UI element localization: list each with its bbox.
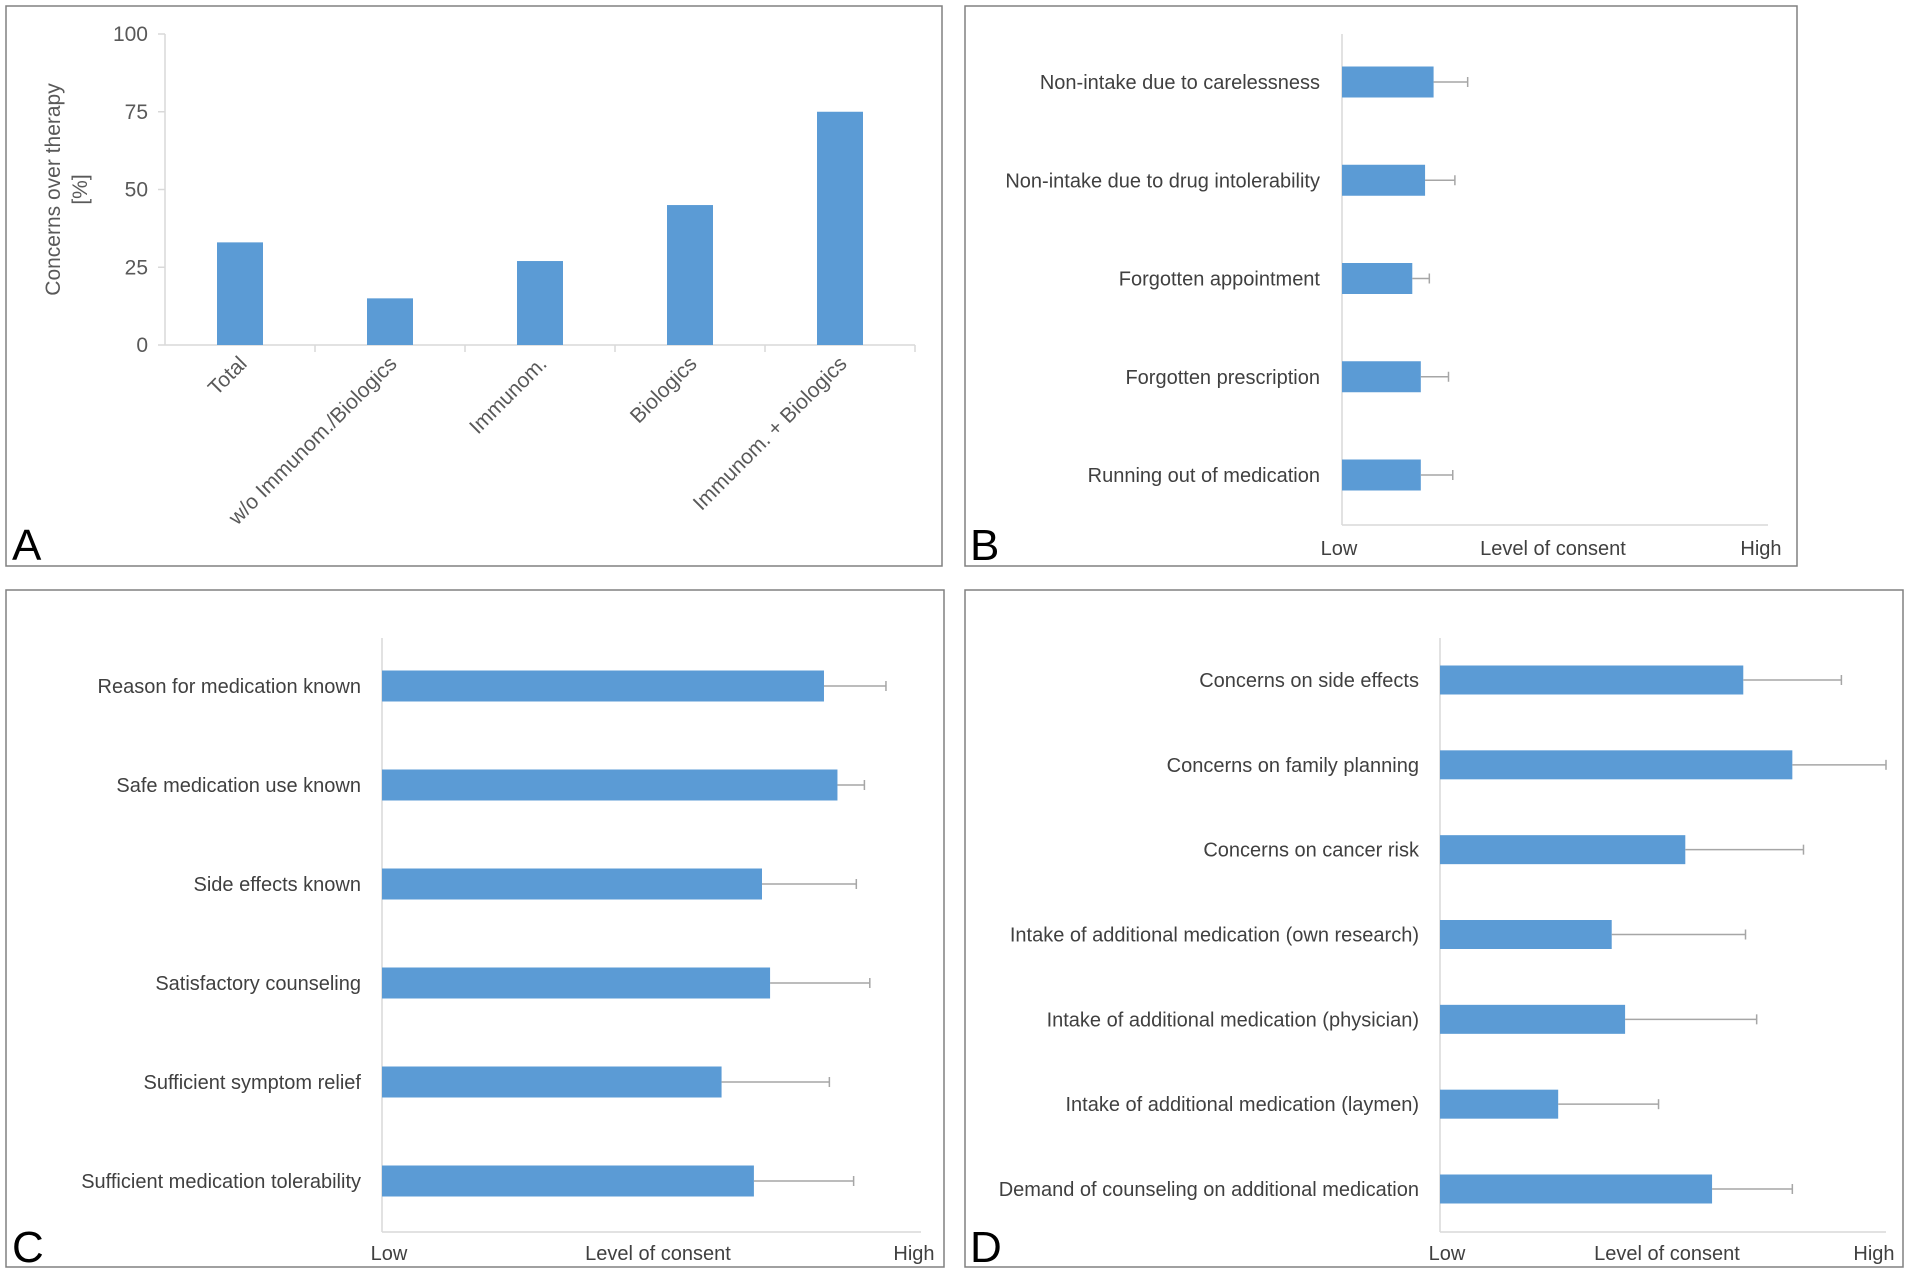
y-tick-label: 25	[125, 256, 148, 279]
bar-intake-of-additional-medication-own-research-	[1440, 920, 1612, 949]
axis-high-label: High	[1740, 538, 1781, 560]
panel-letter-d: D	[970, 1223, 1002, 1272]
panel-letter-a: A	[12, 521, 42, 570]
bar-biologics	[667, 205, 713, 345]
category-label: Forgotten prescription	[1125, 367, 1320, 389]
category-label: Side effects known	[193, 874, 361, 896]
bar-satisfactory-counseling	[382, 967, 771, 999]
y-tick-label: 100	[113, 23, 148, 46]
bar-forgotten-appointment	[1342, 263, 1413, 294]
x-axis-title: Level of consent	[1480, 538, 1626, 560]
bar-sufficient-symptom-relief	[382, 1066, 722, 1098]
axis-low-label: Low	[1321, 538, 1358, 560]
bar-safe-medication-use-known	[382, 769, 838, 801]
category-label: Reason for medication known	[98, 676, 361, 698]
bar-intake-of-additional-medication-laymen-	[1440, 1089, 1559, 1119]
bar-concerns-on-family-planning	[1440, 750, 1793, 780]
bar-non-intake-due-to-drug-intolerability	[1342, 164, 1426, 196]
panel-c-frame	[5, 589, 945, 1268]
axis-low-label: Low	[1429, 1243, 1466, 1265]
x-axis-title: Level of consent	[1594, 1243, 1740, 1265]
chart-b: Non-intake due to carelessness Non-intake…	[1005, 34, 1782, 560]
category-label: Concerns on side effects	[1199, 670, 1419, 692]
x-tick-label: Immunom.	[465, 352, 551, 438]
x-tick-label: Immunom. + Biologics	[689, 352, 852, 515]
chart-c: Reason for medication known Safe medicati…	[81, 638, 935, 1265]
x-tick-label: Biologics	[626, 352, 702, 428]
category-label: Intake of additional medication (own res…	[1010, 925, 1419, 947]
category-label: Sufficient symptom relief	[144, 1072, 362, 1094]
x-axis-title: Level of consent	[585, 1243, 731, 1265]
category-label: Satisfactory counseling	[155, 973, 361, 995]
bar-immunom-biologics	[817, 111, 863, 345]
category-label: Concerns on cancer risk	[1203, 840, 1420, 862]
bar-forgotten-prescription	[1342, 361, 1421, 393]
bar-side-effects-known	[382, 868, 762, 900]
category-label: Sufficient medication tolerability	[81, 1171, 361, 1193]
y-tick-label: 75	[125, 101, 148, 124]
category-label: Forgotten appointment	[1119, 269, 1321, 291]
y-tick-label: 0	[136, 334, 148, 357]
bar-sufficient-medication-tolerability	[382, 1165, 754, 1197]
chart-d: Concerns on side effects Concerns on fami…	[999, 638, 1895, 1265]
category-label: Non-intake due to carelessness	[1040, 72, 1320, 94]
axis-high-label: High	[893, 1243, 934, 1265]
bar-concerns-on-side-effects	[1440, 665, 1744, 695]
category-label: Demand of counseling on additional medic…	[999, 1179, 1419, 1201]
bar-demand-of-counseling-on-additional-medication	[1440, 1174, 1713, 1204]
bar-total	[217, 242, 263, 345]
panel-letter-c: C	[12, 1223, 44, 1272]
panel-letter-b: B	[970, 521, 999, 570]
axis-low-label: Low	[371, 1243, 408, 1265]
panel-b-frame	[964, 5, 1798, 567]
category-label: Safe medication use known	[116, 775, 361, 797]
bar-w-o-immunom-biologics	[367, 298, 413, 345]
bar-concerns-on-cancer-risk	[1440, 835, 1686, 865]
x-tick-label: Total	[204, 352, 252, 400]
x-tick-label: w/o Immunom./Biologics	[224, 352, 402, 530]
category-label: Non-intake due to drug intolerability	[1005, 170, 1320, 192]
bar-reason-for-medication-known	[382, 670, 824, 702]
y-axis-title: Concerns over therapy [%]	[42, 83, 92, 296]
category-label: Intake of additional medication (physici…	[1047, 1009, 1419, 1031]
bar-non-intake-due-to-carelessness	[1342, 66, 1434, 98]
bar-immunom-	[517, 261, 563, 345]
category-label: Running out of medication	[1088, 465, 1320, 487]
panel-d-frame	[964, 589, 1904, 1268]
y-tick-label: 50	[125, 179, 148, 202]
bar-running-out-of-medication	[1342, 459, 1421, 491]
category-label: Concerns on family planning	[1167, 755, 1419, 777]
axis-high-label: High	[1853, 1243, 1894, 1265]
category-label: Intake of additional medication (laymen)	[1065, 1094, 1419, 1116]
panel-a-frame	[5, 5, 943, 567]
bar-intake-of-additional-medication-physician-	[1440, 1004, 1626, 1034]
